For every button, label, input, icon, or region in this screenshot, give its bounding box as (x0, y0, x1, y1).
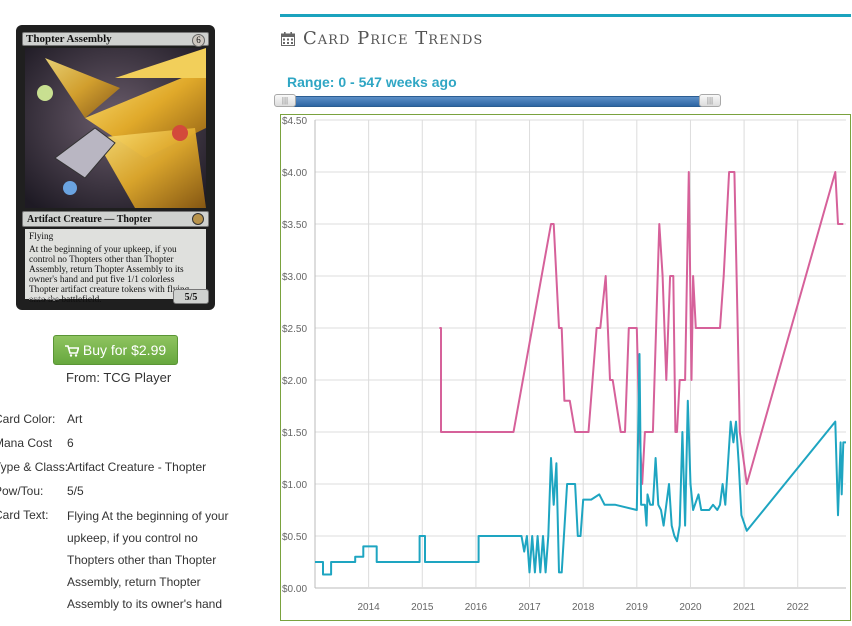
detail-value: 6 (67, 436, 74, 450)
y-tick-label: $0.00 (282, 584, 307, 595)
price-chart: $0.00 $0.50 $1.00 $1.50 $2.00 $2.50 $3.00 $3.50… (280, 114, 851, 621)
y-tick-label: $0.50 (282, 532, 307, 543)
set-symbol-icon (192, 213, 204, 225)
buy-button-label: Buy for $2.99 (82, 342, 167, 358)
card-rules-text: Flying At the beginning of your upkeep, … (25, 229, 206, 305)
y-tick-label: $4.00 (282, 168, 307, 179)
detail-value: Art (67, 412, 83, 426)
x-tick-label: 2021 (733, 602, 756, 613)
detail-card-text: Flying At the beginning of your upkeep, … (67, 505, 242, 615)
x-tick-label: 2019 (626, 602, 649, 613)
card-artist: Volkan Baga (28, 296, 59, 302)
price-chart-svg: $0.00 $0.50 $1.00 $1.50 $2.00 $2.50 $3.00 $3.50… (280, 114, 851, 621)
detail-label: Card Color: (0, 412, 56, 426)
price-series-line-2 (315, 353, 846, 576)
card-text-line: upkeep, if you control no (67, 531, 198, 545)
x-tick-label: 2017 (518, 602, 541, 613)
cart-icon (64, 345, 79, 357)
artwork-illustration (25, 48, 206, 208)
range-slider-track[interactable] (284, 96, 713, 107)
card-title-bar: Thopter Assembly 6 (22, 32, 209, 47)
x-tick-label: 2018 (572, 602, 595, 613)
y-tick-label: $3.00 (282, 272, 307, 283)
card-text-line: Thopters other than Thopter (67, 553, 217, 567)
x-tick-label: 2015 (411, 602, 434, 613)
card-power-toughness: 5/5 (173, 289, 209, 304)
seller-source: From: TCG Player (66, 370, 172, 385)
detail-label: Card Text: (0, 508, 49, 522)
section-divider (280, 14, 851, 17)
x-tick-label: 2016 (465, 602, 488, 613)
card-artwork (25, 48, 206, 208)
card-mana-cost: 6 (192, 34, 205, 47)
chart-frame (280, 114, 851, 621)
x-tick-label: 2022 (787, 602, 810, 613)
card-text-line: Flying At the beginning of your (67, 509, 229, 523)
detail-value: Artifact Creature - Thopter (67, 460, 207, 474)
range-slider-handle-end[interactable]: ||| (699, 94, 721, 107)
y-tick-label: $2.50 (282, 324, 307, 335)
detail-label: Mana Cost (0, 436, 53, 450)
range-slider[interactable]: ||| ||| (274, 94, 721, 108)
card-image: Thopter Assembly 6 (16, 25, 215, 310)
y-tick-label: $2.00 (282, 376, 307, 387)
card-type-bar: Artifact Creature — Thopter (22, 211, 209, 227)
x-tick-label: 2014 (358, 602, 381, 613)
range-label: Range: 0 - 547 weeks ago (287, 74, 457, 90)
detail-label: Pow/Tou: (0, 484, 44, 498)
detail-value: 5/5 (67, 484, 84, 498)
y-tick-label: $3.50 (282, 220, 307, 231)
y-tick-label: $1.50 (282, 428, 307, 439)
section-title-text: Card Price Trends (303, 28, 484, 49)
y-tick-label: $1.00 (282, 480, 307, 491)
card-text-line: Assembly, return Thopter (67, 575, 201, 589)
rules-line: At the beginning of your upkeep, if you … (29, 245, 190, 305)
rules-line: Flying (29, 232, 54, 242)
y-tick-label: $4.50 (282, 116, 307, 127)
detail-label: Type & Class: (0, 460, 69, 474)
calendar-icon (281, 32, 295, 46)
price-series-line-1 (439, 171, 844, 485)
range-slider-handle-start[interactable]: ||| (274, 94, 296, 107)
card-name: Thopter Assembly (26, 33, 112, 45)
x-tick-label: 2020 (679, 602, 702, 613)
buy-button[interactable]: Buy for $2.99 (53, 335, 178, 365)
section-title: Card Price Trends (281, 28, 483, 49)
card-type-line: Artifact Creature — Thopter (27, 214, 152, 225)
card-text-line: Assembly to its owner's hand (67, 597, 223, 611)
